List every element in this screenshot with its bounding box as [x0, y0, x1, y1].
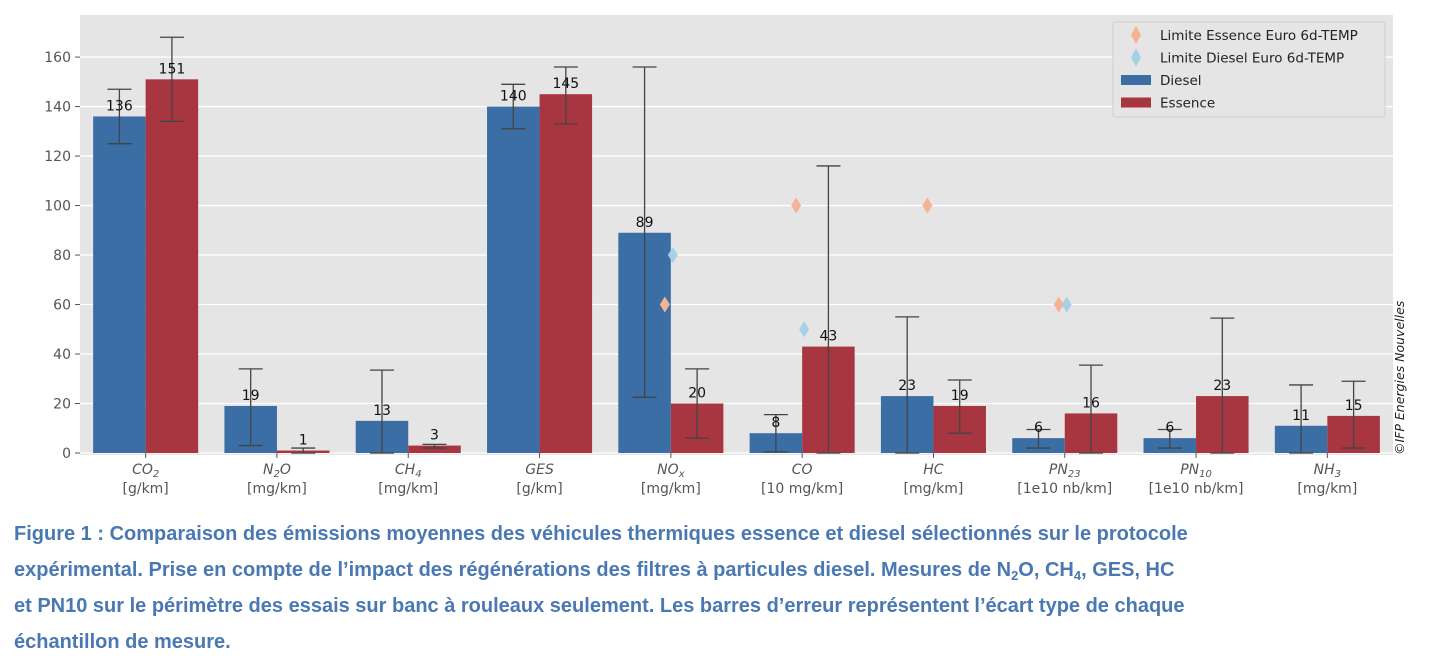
data-label: 11 — [1292, 408, 1310, 424]
legend-diamond-icon — [1131, 48, 1141, 67]
x-tick-label: PN10 — [1180, 462, 1212, 480]
y-tick-label: 140 — [44, 100, 71, 116]
caption-line: expérimental. Prise en compte de l’impac… — [14, 559, 1175, 583]
legend-swatch — [1121, 75, 1151, 85]
caption-line: échantillon de mesure. — [14, 631, 231, 653]
x-unit-label: [g/km] — [123, 481, 169, 497]
data-label: 140 — [500, 89, 527, 105]
data-label: 23 — [1213, 378, 1231, 394]
x-tick-label: NH3 — [1314, 462, 1341, 480]
legend: Limite Essence Euro 6d-TEMP Limite Diesel… — [1112, 21, 1386, 118]
data-label: 6 — [1034, 420, 1043, 436]
data-label: 145 — [552, 76, 579, 92]
legend-label: Limite Diesel Euro 6d-TEMP — [1160, 51, 1344, 67]
x-unit-label: [1e10 nb/km] — [1017, 481, 1112, 497]
legend-diamond-icon — [1131, 26, 1141, 44]
y-tick-label: 120 — [44, 149, 71, 165]
y-tick-label: 40 — [53, 347, 71, 363]
data-label: 16 — [1082, 395, 1100, 411]
bar-diesel — [487, 106, 540, 453]
limit-marker-diesel — [799, 321, 810, 338]
limit-marker-essence — [922, 197, 933, 214]
y-tick-label: 60 — [53, 298, 71, 314]
data-label: 19 — [242, 388, 260, 404]
x-unit-label: [mg/km] — [903, 481, 963, 497]
legend-box — [1112, 21, 1386, 118]
y-tick-label: 0 — [62, 446, 71, 462]
data-label: 13 — [373, 403, 391, 419]
x-unit-label: [mg/km] — [641, 481, 701, 497]
limit-marker-diesel — [1061, 296, 1072, 313]
x-tick-label: N2O — [263, 462, 291, 480]
x-tick-label: NOx — [657, 462, 685, 480]
y-tick-label: 160 — [44, 50, 71, 66]
caption-line: Figure 1 : Comparaison des émissions moy… — [14, 523, 1188, 545]
data-label: 89 — [636, 215, 654, 231]
data-label: 1 — [299, 433, 308, 449]
data-label: 6 — [1165, 420, 1174, 436]
x-tick-label: HC — [923, 462, 944, 478]
bar-essence — [539, 94, 593, 454]
caption-line: et PN10 sur le périmètre des essais sur … — [14, 595, 1185, 617]
limit-marker-essence — [1053, 296, 1064, 313]
legend-label: Essence — [1160, 96, 1215, 112]
x-tick-label: GES — [525, 462, 554, 478]
x-unit-label: [mg/km] — [247, 481, 307, 497]
y-tick-label: 20 — [53, 397, 71, 413]
legend-swatch — [1121, 97, 1151, 108]
x-tick-label: CO — [792, 462, 813, 478]
data-label: 136 — [106, 98, 133, 114]
y-tick-label: 100 — [44, 199, 71, 215]
bar-essence — [408, 445, 461, 453]
data-label: 8 — [771, 415, 780, 431]
figure-caption: Figure 1 : Comparaison des émissions moy… — [14, 516, 1434, 660]
data-label: 19 — [951, 388, 969, 404]
x-unit-label: [1e10 nb/km] — [1149, 481, 1244, 497]
bar-essence — [145, 79, 199, 453]
y-tick-label: 80 — [53, 248, 71, 264]
data-label: 23 — [898, 378, 916, 394]
data-label: 43 — [819, 329, 837, 345]
x-tick-label: CH4 — [395, 462, 422, 480]
legend-label: Limite Essence Euro 6d-TEMP — [1160, 28, 1358, 44]
bar-diesel — [93, 116, 146, 453]
x-tick-label: PN23 — [1049, 462, 1081, 480]
data-label: 151 — [159, 61, 186, 77]
data-label: 20 — [688, 386, 706, 402]
data-label: 15 — [1345, 398, 1363, 414]
limit-marker-essence — [659, 296, 670, 313]
limit-marker-essence — [791, 197, 802, 214]
x-unit-label: [g/km] — [516, 481, 562, 497]
x-tick-label: CO2 — [132, 462, 159, 480]
data-label: 3 — [430, 428, 439, 444]
legend-label: Diesel — [1160, 73, 1202, 89]
x-unit-label: [10 mg/km] — [761, 481, 843, 497]
x-unit-label: [mg/km] — [378, 481, 438, 497]
x-unit-label: [mg/km] — [1297, 481, 1357, 497]
watermark: ©IFP Energies Nouvelles — [1392, 300, 1407, 455]
limit-marker-diesel — [667, 247, 678, 264]
